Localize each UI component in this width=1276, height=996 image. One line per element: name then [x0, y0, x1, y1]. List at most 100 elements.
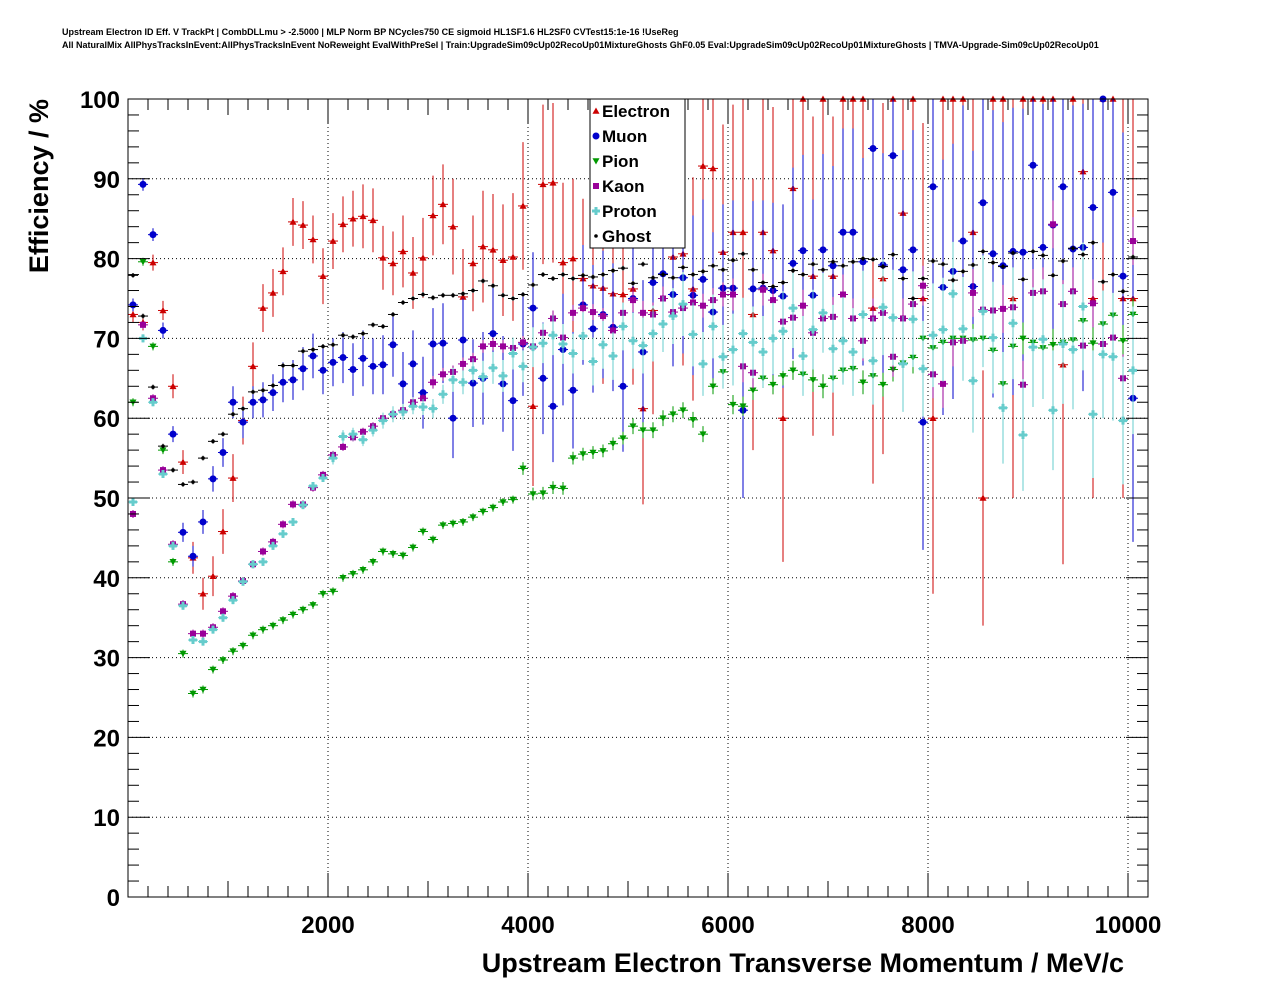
- legend-label-muon: Muon: [602, 127, 647, 146]
- pion-point: [609, 440, 617, 448]
- proton-point: [1019, 430, 1027, 439]
- muon-point: [219, 449, 227, 457]
- kaon-point: [700, 302, 706, 309]
- proton-point: [1099, 350, 1107, 359]
- proton-point: [189, 636, 197, 645]
- pion-point: [489, 504, 497, 512]
- muon-point: [1019, 248, 1027, 256]
- proton-point: [759, 347, 767, 356]
- ghost-point: [981, 249, 985, 254]
- muon-point: [569, 386, 577, 394]
- ghost-point: [641, 262, 645, 266]
- y-tick-label: 70: [93, 326, 120, 353]
- ghost-point: [691, 272, 695, 277]
- pion-point: [389, 551, 397, 558]
- ghost-point: [611, 268, 615, 273]
- proton-point: [879, 303, 887, 312]
- proton-point: [1039, 335, 1047, 344]
- electron-point: [389, 259, 397, 267]
- muon-point: [349, 366, 357, 374]
- proton-point: [379, 416, 387, 425]
- pion-point: [679, 407, 687, 414]
- proton-point: [699, 359, 707, 368]
- pion-point: [859, 379, 867, 386]
- electron-point: [169, 382, 177, 390]
- muon-point: [789, 259, 797, 267]
- muon-point: [409, 360, 417, 368]
- pion-point: [819, 383, 827, 390]
- kaon-point: [640, 309, 646, 316]
- y-tick-label: 0: [107, 885, 120, 912]
- electron-point: [709, 164, 717, 172]
- pion-point: [429, 536, 437, 543]
- pion-point: [179, 650, 187, 658]
- muon-point: [129, 301, 137, 309]
- x-tick-label: 8000: [901, 912, 954, 939]
- ghost-point: [871, 257, 875, 262]
- pion-point: [519, 465, 527, 472]
- ghost-point: [191, 480, 195, 484]
- muon-point: [929, 183, 937, 191]
- kaon-point: [600, 313, 606, 320]
- ghost-point: [941, 262, 945, 266]
- muon-point: [859, 258, 867, 266]
- proton-point: [739, 329, 747, 338]
- muon-point: [169, 430, 177, 438]
- pion-point: [459, 519, 467, 526]
- ghost-point: [1111, 272, 1115, 277]
- proton-point: [819, 308, 827, 317]
- muon-point: [249, 398, 257, 406]
- ghost-point: [821, 267, 825, 272]
- proton-point: [999, 403, 1007, 412]
- proton-point: [679, 300, 687, 309]
- electron-point: [299, 221, 307, 228]
- legend-marker-electron: [592, 107, 600, 114]
- pion-point: [809, 377, 817, 384]
- ghost-point: [221, 432, 225, 436]
- proton-point: [579, 332, 587, 341]
- pion-point: [629, 423, 637, 430]
- electron-point: [349, 215, 357, 222]
- muon-point: [309, 352, 317, 360]
- pion-point: [279, 617, 287, 624]
- muon-point: [1039, 243, 1047, 251]
- ghost-point: [1051, 273, 1055, 278]
- proton-point: [509, 349, 517, 358]
- ghost-point: [1131, 255, 1135, 259]
- electron-point: [529, 402, 537, 410]
- electron-point: [229, 474, 237, 481]
- pion-point: [749, 387, 757, 394]
- muon-point: [239, 418, 247, 426]
- muon-point: [279, 378, 287, 386]
- y-tick-label: 20: [93, 725, 120, 752]
- y-tick-label: 100: [80, 87, 120, 114]
- proton-point: [1119, 416, 1127, 425]
- pion-point: [599, 448, 607, 455]
- electron-point: [549, 179, 557, 186]
- pion-point: [329, 588, 337, 595]
- proton-point: [839, 336, 847, 345]
- kaon-point: [920, 282, 926, 289]
- muon-point: [839, 228, 847, 236]
- muon-point: [799, 247, 807, 255]
- electron-point: [149, 259, 157, 266]
- ghost-point: [311, 347, 315, 352]
- proton-point: [929, 331, 937, 340]
- proton-point: [499, 371, 507, 380]
- muon-point: [1119, 272, 1127, 280]
- electron-point: [519, 202, 527, 209]
- muon-point: [139, 180, 147, 188]
- electron-point: [159, 306, 167, 314]
- proton-point: [939, 325, 947, 334]
- ghost-point: [601, 272, 605, 277]
- ghost-point: [901, 276, 905, 281]
- kaon-point: [840, 291, 846, 298]
- pion-point: [469, 514, 477, 521]
- pion-point: [709, 383, 717, 390]
- muon-point: [529, 304, 537, 312]
- kaon-point: [730, 291, 736, 298]
- proton-point: [249, 560, 257, 569]
- ghost-point: [331, 342, 335, 347]
- proton-point: [229, 596, 237, 605]
- proton-point: [269, 541, 277, 550]
